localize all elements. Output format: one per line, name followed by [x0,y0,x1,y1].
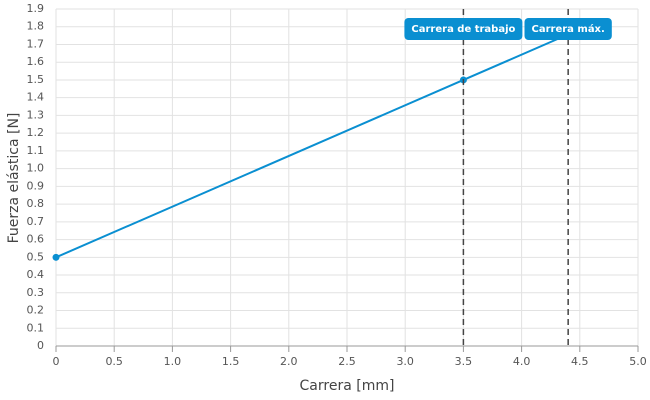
y-tick-label: 0.1 [27,321,45,334]
y-tick-label: 1.1 [27,144,45,157]
y-tick-label: 1.8 [27,20,45,33]
x-tick-label: 4.0 [513,355,531,368]
y-tick-label: 0.7 [27,215,45,228]
y-tick-label: 1.3 [27,108,45,121]
y-tick-label: 1.6 [27,55,45,68]
y-tick-label: 1.2 [27,126,45,139]
y-tick-label: 0.6 [27,233,45,246]
point [52,253,60,261]
y-tick-label: 0.8 [27,197,45,210]
annotation-label: Carrera de trabajo [411,24,515,35]
y-tick-label: 1.5 [27,73,45,86]
x-tick-label: 0.5 [105,355,123,368]
y-tick-label: 1.7 [27,37,45,50]
y-tick-label: 1.9 [27,2,45,15]
y-tick-label: 1.0 [27,162,45,175]
x-tick-label: 3.5 [455,355,473,368]
y-tick-label: 0 [37,339,44,352]
x-axis-title: Carrera [mm] [300,378,395,394]
y-tick-label: 0.2 [27,304,45,317]
x-tick-label: 4.5 [571,355,589,368]
y-tick-label: 0.3 [27,286,45,299]
x-tick-label: 5.0 [629,355,647,368]
x-tick-label: 3.0 [396,355,414,368]
y-tick-label: 0.5 [27,250,45,263]
x-tick-label: 2.5 [338,355,356,368]
x-tick-label: 0 [53,355,60,368]
annotation-box [404,18,523,40]
y-tick-label: 0.9 [27,179,45,192]
y-tick-label: 1.4 [27,91,45,104]
x-tick-label: 2.0 [280,355,298,368]
y-axis-title: Fuerza elástica [N] [6,113,22,244]
x-tick-label: 1.0 [164,355,182,368]
y-tick-label: 0.4 [27,268,45,281]
line [55,33,569,259]
annotation-label: Carrera máx. [532,23,605,35]
x-tick-label: 1.5 [222,355,240,368]
annotation-box [524,18,612,40]
